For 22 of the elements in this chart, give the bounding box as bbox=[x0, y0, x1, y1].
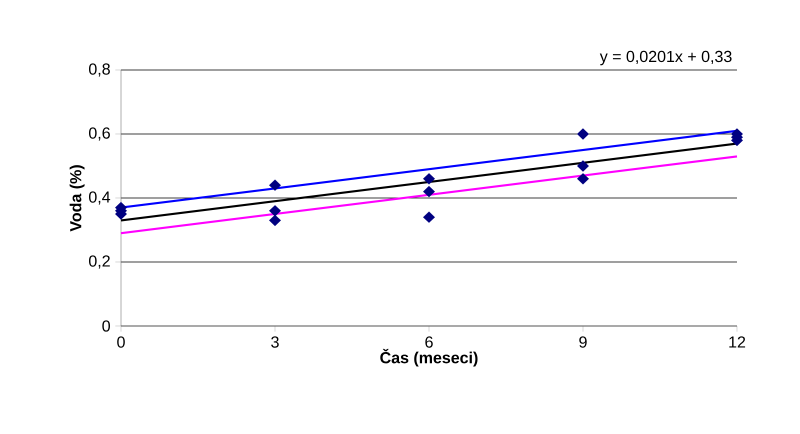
point bbox=[423, 173, 435, 184]
point bbox=[577, 160, 589, 172]
point bbox=[423, 212, 435, 223]
point bbox=[577, 128, 589, 140]
x-axis-title: Čas (meseci) bbox=[380, 348, 478, 367]
point bbox=[269, 180, 281, 191]
x-tick-label: 12 bbox=[729, 336, 746, 348]
point bbox=[269, 205, 281, 216]
y-tick-label: 0,6 bbox=[88, 127, 110, 141]
y-axis-title: Voda (%) bbox=[70, 165, 85, 232]
y-tick-label: 0 bbox=[102, 320, 110, 332]
y-tick-label: 0,4 bbox=[88, 191, 110, 205]
y-tick-label: 0,2 bbox=[88, 255, 110, 269]
x-tick-label: 9 bbox=[579, 336, 587, 348]
x-tick-label: 3 bbox=[271, 336, 279, 348]
point bbox=[269, 214, 281, 226]
x-tick-label: 6 bbox=[425, 336, 433, 348]
y-tick-label: 0,8 bbox=[88, 63, 110, 77]
text: y = 0,0201x + 0,33 bbox=[600, 50, 732, 66]
point bbox=[423, 186, 435, 198]
x-tick-label: 0 bbox=[117, 336, 125, 348]
point bbox=[577, 173, 589, 184]
